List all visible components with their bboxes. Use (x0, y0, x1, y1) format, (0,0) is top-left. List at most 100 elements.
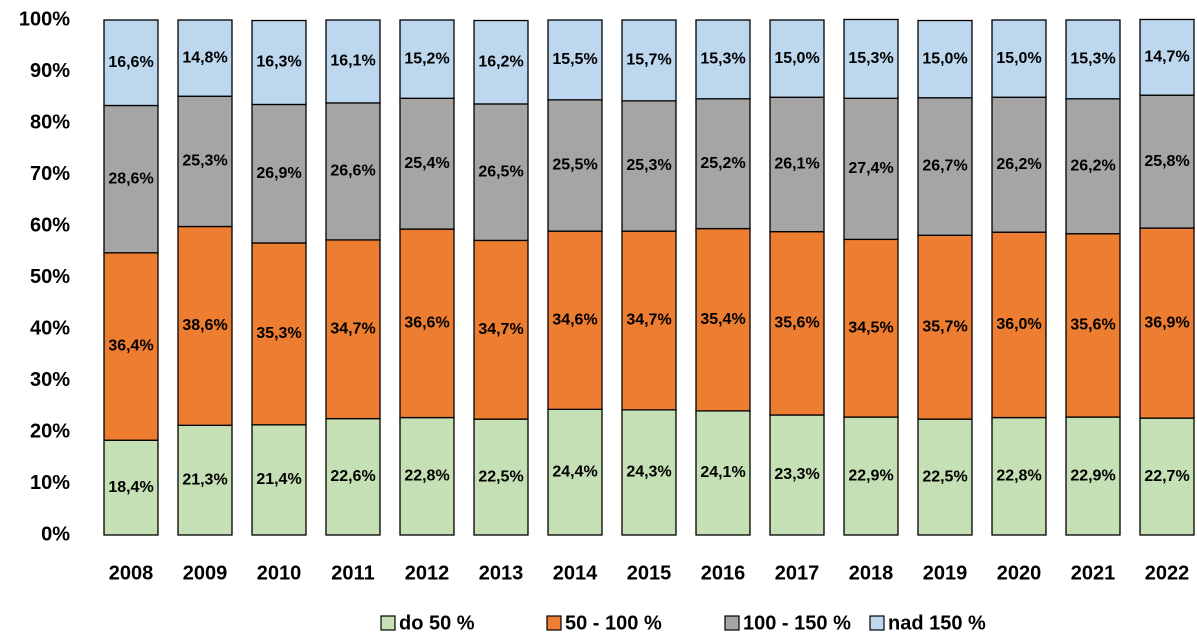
bar-segment (547, 99, 603, 232)
data-label: 14,7% (1144, 49, 1189, 66)
bar-segment (843, 18, 899, 99)
data-label: 15,3% (848, 50, 893, 67)
x-tick-label: 2008 (109, 562, 154, 584)
data-label: 35,6% (1070, 317, 1115, 334)
x-tick-label: 2010 (257, 562, 302, 584)
data-label: 21,3% (182, 471, 227, 488)
bar-segment (251, 242, 307, 426)
data-label: 22,5% (478, 468, 523, 485)
bar-segment (473, 418, 529, 536)
data-label: 22,8% (404, 468, 449, 485)
bar-segment (177, 19, 233, 97)
data-label: 27,4% (848, 160, 893, 177)
data-label: 25,8% (1144, 153, 1189, 170)
data-label: 35,7% (922, 318, 967, 335)
bar-segment (325, 417, 381, 536)
data-label: 36,9% (1144, 314, 1189, 331)
bar-segment (473, 103, 529, 242)
bar-segment (917, 19, 973, 99)
bar-segment (399, 228, 455, 419)
data-label: 25,4% (404, 155, 449, 172)
data-label: 15,7% (626, 52, 671, 69)
bar-segment (473, 19, 529, 105)
data-label: 16,3% (256, 54, 301, 71)
data-label: 34,7% (478, 321, 523, 338)
data-label: 22,5% (922, 468, 967, 485)
data-label: 16,1% (330, 53, 375, 70)
data-label: 26,2% (1070, 157, 1115, 174)
bar-segment (621, 230, 677, 411)
bar-segment (843, 416, 899, 536)
bar-segment (769, 19, 825, 98)
data-label: 15,3% (700, 51, 745, 68)
legend-label: do 50 % (399, 612, 475, 634)
data-label: 24,4% (552, 463, 597, 480)
data-label: 15,5% (552, 51, 597, 68)
bar-segment (1065, 416, 1121, 536)
bar-segment (991, 19, 1047, 98)
x-tick-label: 2019 (923, 562, 968, 584)
y-tick-label: 40% (30, 317, 70, 339)
data-label: 25,5% (552, 157, 597, 174)
y-tick-label: 50% (30, 266, 70, 288)
bar-segment (1065, 98, 1121, 235)
bar-segment (621, 409, 677, 536)
bar-segment (325, 19, 381, 104)
data-label: 15,3% (1070, 51, 1115, 68)
data-label: 15,0% (922, 50, 967, 67)
data-label: 26,6% (330, 163, 375, 180)
legend-swatch (546, 615, 562, 631)
bar-segment (1139, 417, 1195, 536)
bar-segment (695, 227, 751, 412)
data-label: 22,9% (848, 467, 893, 484)
x-tick-label: 2020 (997, 562, 1042, 584)
legend-swatch (380, 615, 396, 631)
bar-segment (695, 98, 751, 230)
bar-segment (917, 418, 973, 536)
data-label: 34,6% (552, 311, 597, 328)
x-tick-label: 2015 (627, 562, 672, 584)
bar-segment (325, 102, 381, 241)
bar-segment (177, 424, 233, 536)
bar-segment (251, 103, 307, 244)
y-tick-label: 10% (30, 472, 70, 494)
bar-segment (399, 416, 455, 536)
x-tick-label: 2017 (775, 562, 820, 584)
legend-swatch (724, 615, 740, 631)
data-label: 22,6% (330, 468, 375, 485)
data-label: 25,2% (700, 155, 745, 172)
bar-segment (399, 97, 455, 230)
y-tick-label: 90% (30, 60, 70, 82)
bar-segment (1139, 18, 1195, 96)
data-label: 34,5% (848, 319, 893, 336)
legend-label: 100 - 150 % (743, 612, 851, 634)
data-label: 26,2% (996, 156, 1041, 173)
data-label: 26,1% (774, 156, 819, 173)
x-tick-label: 2011 (331, 562, 374, 584)
data-label: 22,8% (996, 468, 1041, 485)
data-label: 25,3% (626, 157, 671, 174)
data-label: 36,6% (404, 315, 449, 332)
x-tick-label: 2018 (849, 562, 894, 584)
data-label: 23,3% (774, 466, 819, 483)
bar-segment (621, 19, 677, 102)
data-label: 26,5% (478, 163, 523, 180)
bar-segment (917, 234, 973, 420)
data-label: 36,0% (996, 316, 1041, 333)
x-tick-label: 2013 (479, 562, 524, 584)
data-label: 22,9% (1070, 467, 1115, 484)
data-label: 16,2% (478, 53, 523, 70)
y-tick-label: 70% (30, 163, 70, 185)
x-tick-label: 2012 (405, 562, 450, 584)
y-tick-label: 30% (30, 369, 70, 391)
data-label: 35,3% (256, 325, 301, 342)
bar-segment (769, 231, 825, 416)
y-tick-label: 80% (30, 111, 70, 133)
y-tick-label: 100% (19, 8, 70, 30)
data-label: 36,4% (108, 338, 153, 355)
bar-segment (547, 230, 603, 410)
data-label: 34,7% (626, 312, 671, 329)
data-label: 14,8% (182, 49, 227, 66)
data-label: 34,7% (330, 320, 375, 337)
